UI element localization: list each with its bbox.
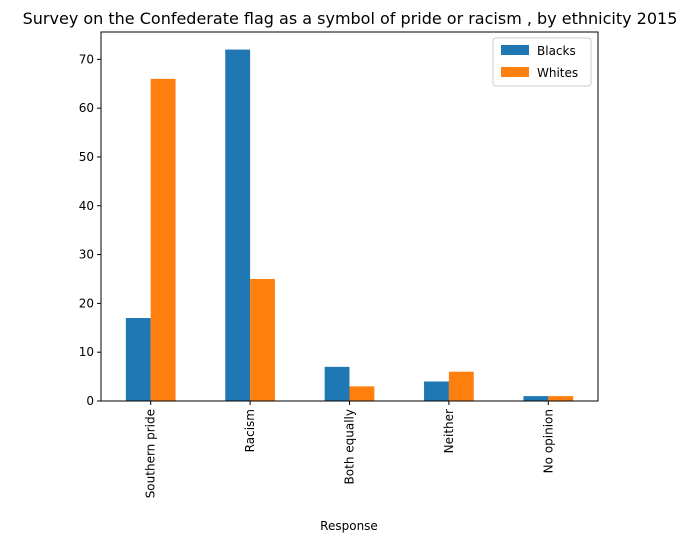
y-tick-label: 20 [79, 296, 94, 310]
y-tick-label: 70 [79, 52, 94, 66]
bar-whites-0 [150, 78, 176, 401]
x-tick-label: Southern pride [144, 409, 158, 498]
bar-blacks-3 [424, 381, 449, 401]
y-tick-label: 40 [79, 199, 94, 213]
bar-whites-2 [349, 386, 375, 401]
y-tick-label: 60 [79, 101, 94, 115]
x-tick-label: Both equally [343, 409, 357, 484]
bar-blacks-4 [523, 396, 549, 401]
chart-title: Survey on the Confederate flag as a symb… [23, 9, 678, 28]
x-tick-label: Neither [442, 409, 456, 453]
legend-swatch-whites [501, 67, 529, 77]
y-tick-label: 0 [86, 394, 94, 408]
x-tick-label: No opinion [541, 409, 555, 473]
bar-blacks-0 [125, 318, 151, 401]
x-axis-label: Response [320, 519, 378, 533]
legend-swatch-blacks [501, 45, 529, 55]
bar-whites-1 [250, 278, 275, 401]
y-tick-label: 30 [79, 248, 94, 262]
axes-layer: 0 10 20 30 40 50 60 70 Southern pride Racism Both … [79, 31, 599, 498]
legend: Blacks Whites [492, 37, 592, 87]
x-tick-label: Racism [243, 409, 257, 452]
bar-blacks-2 [324, 366, 350, 401]
bar-blacks-1 [225, 49, 251, 401]
legend-label-blacks: Blacks [537, 44, 576, 58]
legend-label-whites: Whites [537, 66, 578, 80]
y-tick-label: 50 [79, 150, 94, 164]
bars-layer [125, 49, 574, 401]
y-tick-label: 10 [79, 345, 94, 359]
bar-whites-3 [448, 371, 474, 401]
bar-whites-4 [548, 396, 574, 401]
